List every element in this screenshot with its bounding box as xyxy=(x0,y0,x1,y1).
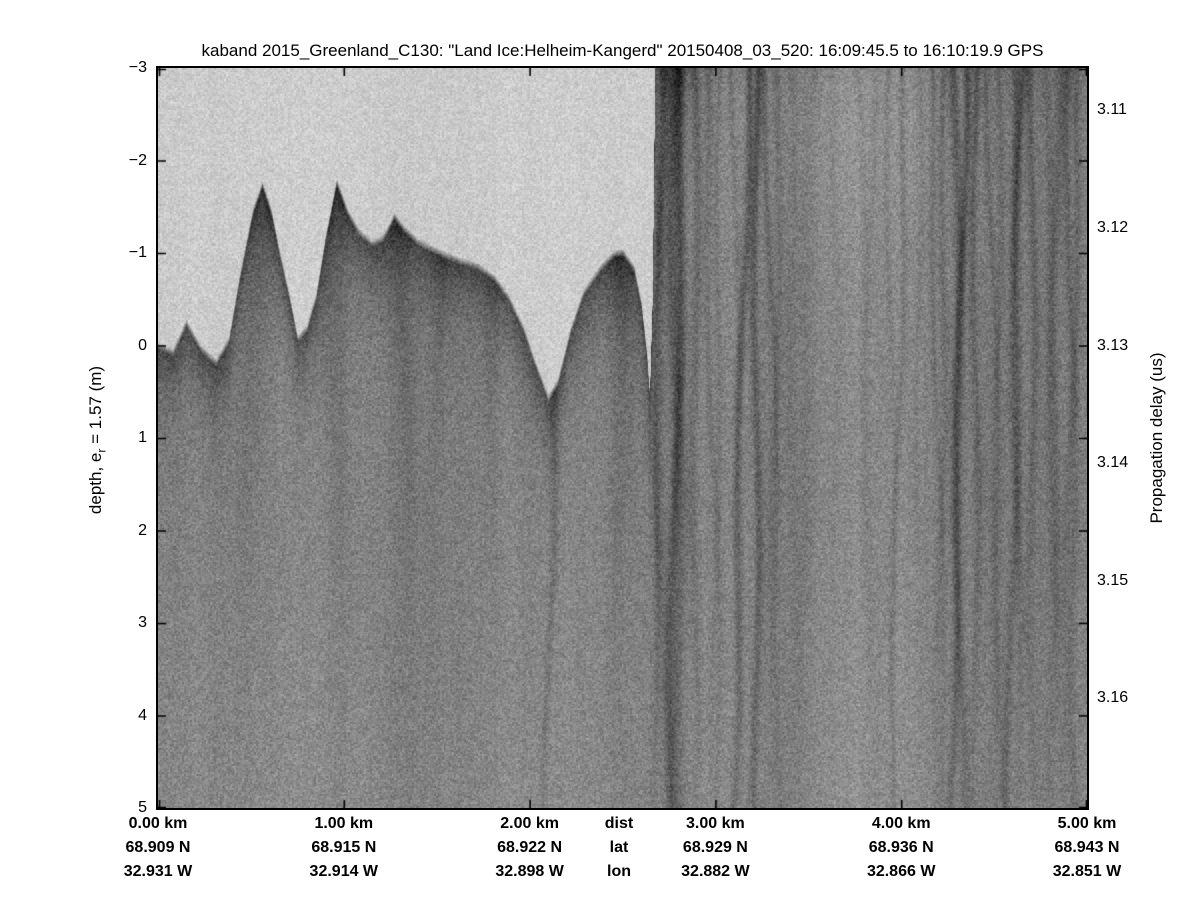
bottom-label-km-0-lon: 32.931 W xyxy=(123,863,193,880)
bottom-label-km-4-dist: 4.00 km xyxy=(871,815,931,832)
bottom-label-km-2-dist: 2.00 km xyxy=(500,815,559,832)
bottom-axis-header-lon: lon xyxy=(607,863,631,880)
bottom-label-km-2-lon: 32.898 W xyxy=(495,863,564,880)
bottom-label-km-4: 4.00 km 68.936 N 32.866 W xyxy=(836,812,966,884)
right-tick-label-3.12: 3.12 xyxy=(1097,218,1129,236)
bottom-label-km-0-dist: 0.00 km xyxy=(128,815,188,832)
left-tick-label-1: 1 xyxy=(138,429,147,446)
right-tick-label-3.11: 3.11 xyxy=(1097,101,1127,119)
bottom-label-km-5: 5.00 km 68.943 N 32.851 W xyxy=(1022,812,1152,884)
left-tick-label-−3: −3 xyxy=(128,59,147,76)
left-tick-label-4: 4 xyxy=(138,706,147,724)
left-tick-label-−1: −1 xyxy=(128,244,147,261)
plot-frame xyxy=(156,66,1089,810)
right-tick-label-3.13: 3.13 xyxy=(1097,336,1129,354)
bottom-label-km-3-dist: 3.00 km xyxy=(686,815,745,832)
bottom-label-km-5-lat: 68.943 N xyxy=(1054,839,1120,856)
bottom-label-km-0-lat: 68.909 N xyxy=(125,839,191,856)
bottom-label-km-5-lon: 32.851 W xyxy=(1052,863,1122,880)
right-tick-label-3.14: 3.14 xyxy=(1097,454,1129,472)
bottom-axis-header: dist lat lon xyxy=(554,812,684,884)
bottom-label-km-3: 3.00 km 68.929 N 32.882 W xyxy=(650,812,780,884)
y-axis-label-right: Propagation delay (us) xyxy=(1147,352,1166,524)
bottom-label-km-0: 0.00 km 68.909 N 32.931 W xyxy=(93,812,223,884)
left-tick-label-0: 0 xyxy=(138,336,147,354)
echogram-canvas xyxy=(158,68,1087,808)
left-tick-label-5: 5 xyxy=(138,799,147,816)
bottom-label-km-1: 1.00 km 68.915 N 32.914 W xyxy=(279,812,409,884)
bottom-label-km-5-dist: 5.00 km xyxy=(1057,815,1117,832)
right-tick-label-3.15: 3.15 xyxy=(1097,571,1129,589)
bottom-label-km-3-lon: 32.882 W xyxy=(681,863,750,880)
right-tick-label-3.16: 3.16 xyxy=(1097,689,1129,707)
left-tick-label-3: 3 xyxy=(138,614,147,631)
y-axis-label-left-subscript: r xyxy=(94,448,109,453)
bottom-axis-header-lat: lat xyxy=(609,839,629,856)
left-tick-label-2: 2 xyxy=(138,521,147,539)
bottom-label-km-2-lat: 68.922 N xyxy=(497,839,563,856)
bottom-label-km-1-lat: 68.915 N xyxy=(311,839,377,856)
y-axis-label-left-text: depth, e xyxy=(86,452,105,515)
figure-title: kaband 2015_Greenland_C130: "Land Ice:He… xyxy=(201,41,1044,60)
bottom-label-km-1-dist: 1.00 km xyxy=(314,815,374,832)
bottom-label-km-2: 2.00 km 68.922 N 32.898 W xyxy=(465,812,595,884)
left-tick-label-−2: −2 xyxy=(128,151,147,169)
bottom-label-km-4-lat: 68.936 N xyxy=(868,839,934,856)
bottom-label-km-1-lon: 32.914 W xyxy=(309,863,379,880)
bottom-label-km-4-lon: 32.866 W xyxy=(866,863,936,880)
bottom-axis-header-dist: dist xyxy=(604,815,634,832)
bottom-label-km-3-lat: 68.929 N xyxy=(682,839,748,856)
